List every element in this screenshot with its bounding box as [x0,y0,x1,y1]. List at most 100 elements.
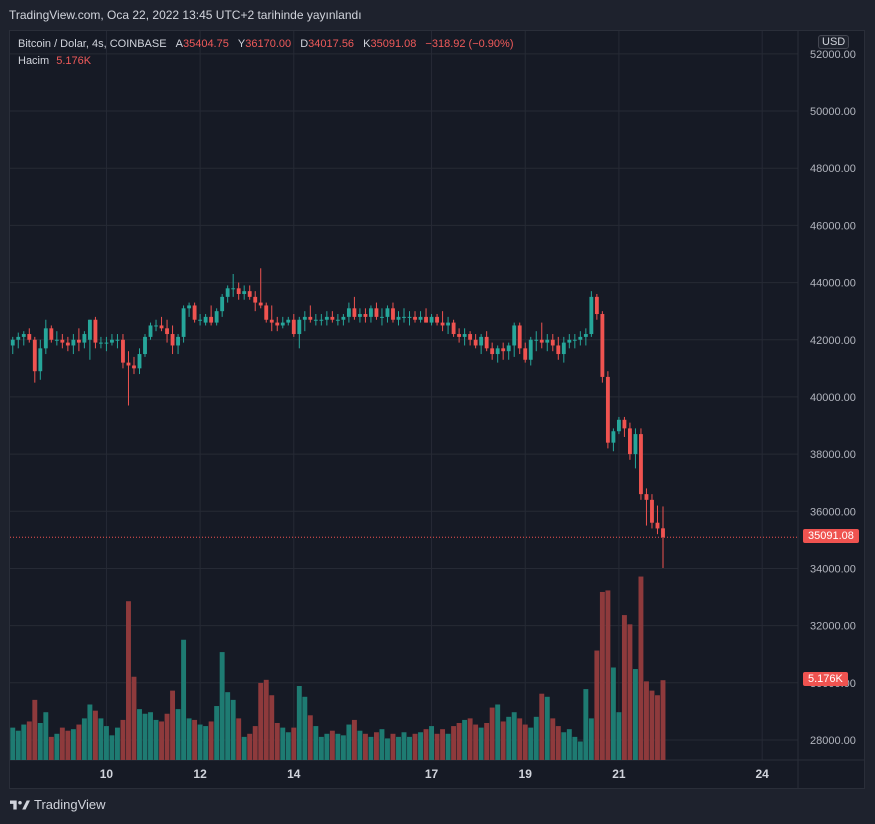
volume-bar [385,738,390,760]
candle-body [363,314,368,317]
volume-bar [467,718,473,760]
price-tick-label: 32000.00 [810,621,856,633]
candle-body [242,291,247,295]
candle-body [385,308,390,317]
candle-body [561,342,566,355]
candle-body [253,296,258,303]
candle-body [60,339,65,343]
candle-body [104,342,109,344]
close-value: 35091.08 [370,38,417,50]
candle-body [313,319,318,321]
candle-body [539,339,544,343]
candle-body [374,308,379,317]
chart-frame[interactable] [9,30,865,789]
volume-bar [566,729,572,760]
volume-bar [10,727,16,760]
candle-body [10,339,15,346]
candle-body [517,325,522,349]
volume-bar [120,719,126,760]
candle-body [71,339,76,346]
candle-body [440,322,445,326]
candle-body [187,305,192,309]
candle-body [380,316,384,318]
candle-body [578,336,583,340]
volume-bar [70,729,76,760]
volume-bar [318,736,324,760]
currency-badge[interactable]: USD [818,35,850,49]
volume-bar [247,733,253,760]
volume-bar [649,690,655,760]
candle-body [247,291,252,297]
candle-body [324,316,329,320]
candle-body [76,339,81,343]
volume-bar [92,710,98,760]
volume-bar [26,721,32,760]
volume-bar [186,718,192,760]
volume-bar [440,729,446,760]
symbol-title: Bitcoin / Dolar, 4s, COINBASE [18,38,167,50]
candle-body [87,319,92,340]
candle-body [308,316,313,320]
volume-bar [357,730,363,760]
volume-bar [313,726,319,760]
last-volume-tag: 5.176K [803,672,848,687]
candle-body [82,334,87,343]
volume-bar [21,724,27,760]
volume-bar [627,624,633,760]
candle-body [611,431,616,443]
candle-body [21,334,26,337]
volume-bar [230,699,236,760]
volume-bar [517,718,523,760]
candle-body [369,308,373,317]
candle-body [65,342,70,346]
volume-bar [76,724,82,760]
price-tick-label: 46000.00 [810,220,856,232]
candle-body [98,342,103,344]
candle-body [534,339,539,341]
low-value: 34017.56 [308,38,355,50]
candle-body [550,339,555,346]
volume-bar [478,727,484,760]
volume-bar [263,679,269,760]
tradingview-logo-icon [10,800,30,809]
volume-bar [655,695,660,760]
volume-bar [407,736,412,760]
price-tick-label: 44000.00 [810,278,856,290]
volume-bar [126,601,131,760]
candle-body [258,302,263,306]
footer-brand[interactable]: TradingView [10,797,106,812]
candle-body [132,365,136,369]
time-tick-label: 14 [287,767,301,781]
open-value: 35404.75 [182,38,229,50]
candle-body [451,322,456,335]
volume-bar [528,727,534,760]
candle-body [220,296,225,312]
candle-body [661,528,665,538]
candle-body [605,376,610,443]
volume-bar [451,726,457,760]
volume-bar [418,732,423,760]
candle-body [93,319,98,343]
candle-body [49,328,54,340]
candle-body [214,311,219,323]
volume-bar [605,590,611,760]
candle-body [269,319,274,323]
candle-body [622,419,627,429]
candle-body [495,348,500,355]
candle-body [231,288,236,290]
volume-bar [142,713,148,760]
volume-bar [533,716,539,760]
open-label: A [175,38,183,50]
volume-bar [550,718,556,760]
candle-body [148,325,153,337]
volume-bar [456,723,462,760]
volume-value: 5.176K [56,55,92,67]
candle-body [275,322,280,326]
volume-bar [351,719,357,760]
close-label: K [363,38,371,50]
volume-bar [577,741,583,760]
volume-bar [208,721,214,760]
candle-body [501,348,506,352]
candle-body [391,308,395,320]
